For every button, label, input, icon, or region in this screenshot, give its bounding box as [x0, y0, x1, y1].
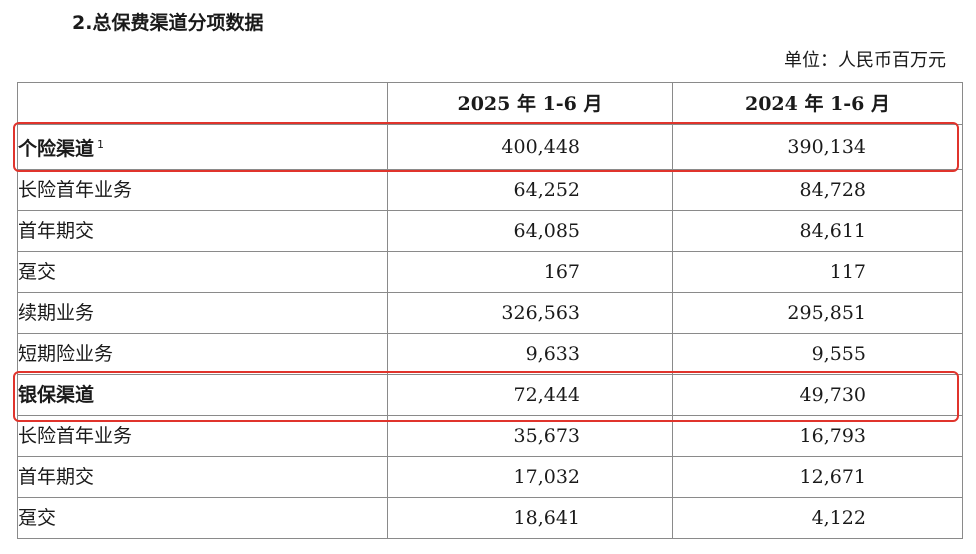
row-label: 首年期交	[17, 210, 388, 252]
table-row: 首年期交 17,032 12,671	[17, 456, 963, 498]
table-row: 长险首年业务 64,252 84,728	[17, 169, 963, 211]
value-2024: 49,730	[672, 374, 963, 416]
row-label: 首年期交	[17, 456, 388, 498]
row-label: 个险渠道 1	[17, 124, 388, 170]
value-2024: 9,555	[672, 333, 963, 375]
value-2025: 400,448	[387, 124, 673, 170]
value-2025: 17,032	[387, 456, 673, 498]
footnote-marker: 1	[97, 138, 105, 151]
value-2025: 9,633	[387, 333, 673, 375]
row-label: 趸交	[17, 251, 388, 293]
section-title: 2.总保费渠道分项数据	[72, 12, 264, 34]
value-2025: 35,673	[387, 415, 673, 457]
header-cell-2025: 2025 年 1-6 月	[387, 82, 673, 125]
table-row: 趸交 18,641 4,122	[17, 497, 963, 539]
value-2024: 84,611	[672, 210, 963, 252]
table-row: 个险渠道 1 400,448 390,134	[17, 124, 963, 170]
row-label: 长险首年业务	[17, 415, 388, 457]
value-2024: 295,851	[672, 292, 963, 334]
value-2025: 64,252	[387, 169, 673, 211]
row-label: 短期险业务	[17, 333, 388, 375]
row-label: 续期业务	[17, 292, 388, 334]
value-2024: 84,728	[672, 169, 963, 211]
value-2025: 18,641	[387, 497, 673, 539]
value-2025: 326,563	[387, 292, 673, 334]
table-row: 续期业务 326,563 295,851	[17, 292, 963, 334]
header-cell-2024: 2024 年 1-6 月	[672, 82, 963, 125]
row-label: 趸交	[17, 497, 388, 539]
value-2025: 64,085	[387, 210, 673, 252]
table-row: 银保渠道 72,444 49,730	[17, 374, 963, 416]
unit-label: 单位：人民币百万元	[784, 50, 946, 71]
value-2024: 12,671	[672, 456, 963, 498]
value-2025: 72,444	[387, 374, 673, 416]
table-row: 短期险业务 9,633 9,555	[17, 333, 963, 375]
value-2024: 4,122	[672, 497, 963, 539]
row-label: 长险首年业务	[17, 169, 388, 211]
table-row: 长险首年业务 35,673 16,793	[17, 415, 963, 457]
row-label: 银保渠道	[17, 374, 388, 416]
value-2024: 390,134	[672, 124, 963, 170]
table-row: 趸交 167 117	[17, 251, 963, 293]
value-2025: 167	[387, 251, 673, 293]
value-2024: 16,793	[672, 415, 963, 457]
header-cell-empty	[17, 82, 388, 125]
premium-channel-table: 2025 年 1-6 月 2024 年 1-6 月 个险渠道 1 400,448 …	[17, 82, 963, 539]
value-2024: 117	[672, 251, 963, 293]
row-label-text: 个险渠道	[18, 138, 95, 160]
table-header-row: 2025 年 1-6 月 2024 年 1-6 月	[17, 82, 963, 125]
table-row: 首年期交 64,085 84,611	[17, 210, 963, 252]
